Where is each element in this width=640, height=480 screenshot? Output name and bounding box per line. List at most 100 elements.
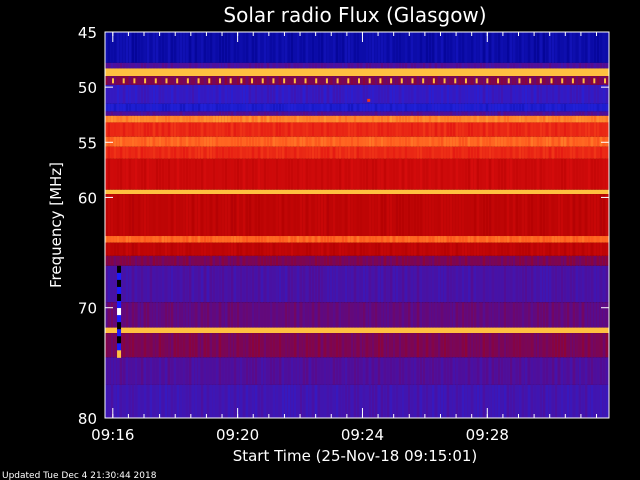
noise-streak: [351, 84, 353, 104]
noise-streak: [126, 242, 128, 256]
noise-streak: [567, 32, 569, 63]
noise-streak: [534, 242, 536, 256]
noise-streak: [396, 265, 398, 303]
noise-streak: [366, 255, 368, 266]
noise-streak: [462, 122, 464, 137]
noise-streak: [450, 122, 452, 137]
noise-streak: [471, 84, 473, 104]
noise-streak: [138, 384, 140, 418]
noise-streak: [201, 158, 203, 190]
noise-streak: [552, 111, 554, 116]
noise-streak: [399, 255, 401, 266]
noise-streak: [552, 136, 554, 147]
noise-streak: [393, 384, 395, 418]
noise-streak: [237, 384, 239, 418]
noise-streak: [369, 236, 371, 243]
noise-streak: [462, 357, 464, 385]
noise-streak: [294, 265, 296, 303]
noise-streak: [168, 146, 170, 159]
noise-streak: [552, 333, 554, 358]
noise-streak: [231, 32, 233, 63]
noise-streak: [519, 242, 521, 256]
noise-streak: [507, 122, 509, 137]
noise-streak: [417, 76, 419, 85]
noise-streak: [141, 384, 143, 418]
noise-streak: [147, 103, 149, 112]
noise-streak: [345, 158, 347, 190]
noise-streak: [156, 194, 158, 237]
noise-streak: [456, 122, 458, 137]
noise-streak: [570, 384, 572, 418]
noise-streak: [552, 103, 554, 112]
noise-streak: [471, 32, 473, 63]
noise-streak: [117, 357, 119, 385]
noise-streak: [177, 146, 179, 159]
noise-streak: [342, 76, 344, 85]
noise-streak: [306, 242, 308, 256]
noise-streak: [483, 84, 485, 104]
noise-streak: [498, 32, 500, 63]
noise-streak: [510, 255, 512, 266]
noise-streak: [318, 32, 320, 63]
noise-streak: [465, 32, 467, 63]
noise-streak: [282, 302, 284, 328]
spike-mark: [571, 78, 574, 84]
noise-streak: [150, 384, 152, 418]
noise-streak: [366, 76, 368, 85]
noise-streak: [441, 136, 443, 147]
noise-streak: [201, 32, 203, 63]
noise-streak: [423, 194, 425, 237]
noise-streak: [297, 146, 299, 159]
noise-streak: [183, 32, 185, 63]
noise-streak: [312, 302, 314, 328]
noise-streak: [471, 122, 473, 137]
noise-streak: [333, 236, 335, 243]
noise-streak: [588, 103, 590, 112]
noise-streak: [519, 194, 521, 237]
noise-streak: [237, 242, 239, 256]
noise-streak: [327, 136, 329, 147]
noise-streak: [138, 265, 140, 303]
noise-streak: [318, 103, 320, 112]
noise-streak: [417, 122, 419, 137]
noise-streak: [495, 242, 497, 256]
noise-streak: [312, 111, 314, 116]
noise-streak: [447, 242, 449, 256]
spike-mark: [229, 78, 232, 84]
noise-streak: [558, 255, 560, 266]
noise-streak: [138, 103, 140, 112]
noise-streak: [210, 32, 212, 63]
noise-streak: [210, 146, 212, 159]
noise-streak: [492, 242, 494, 256]
noise-streak: [429, 76, 431, 85]
noise-streak: [285, 62, 287, 69]
noise-streak: [426, 242, 428, 256]
noise-streak: [135, 333, 137, 358]
noise-streak: [135, 265, 137, 303]
noise-streak: [390, 357, 392, 385]
noise-streak: [114, 236, 116, 243]
noise-streak: [537, 103, 539, 112]
noise-streak: [363, 84, 365, 104]
noise-streak: [444, 111, 446, 116]
noise-streak: [552, 115, 554, 123]
noise-streak: [183, 242, 185, 256]
noise-streak: [132, 158, 134, 190]
noise-streak: [285, 103, 287, 112]
noise-streak: [492, 384, 494, 418]
noise-streak: [438, 115, 440, 123]
noise-streak: [558, 357, 560, 385]
noise-streak: [543, 255, 545, 266]
interference-segment: [117, 272, 122, 281]
noise-streak: [570, 255, 572, 266]
noise-streak: [459, 242, 461, 256]
noise-streak: [468, 115, 470, 123]
noise-streak: [357, 384, 359, 418]
noise-streak: [291, 302, 293, 328]
noise-streak: [438, 242, 440, 256]
noise-streak: [120, 255, 122, 266]
noise-streak: [483, 194, 485, 237]
noise-streak: [180, 32, 182, 63]
noise-streak: [276, 32, 278, 63]
noise-streak: [213, 302, 215, 328]
